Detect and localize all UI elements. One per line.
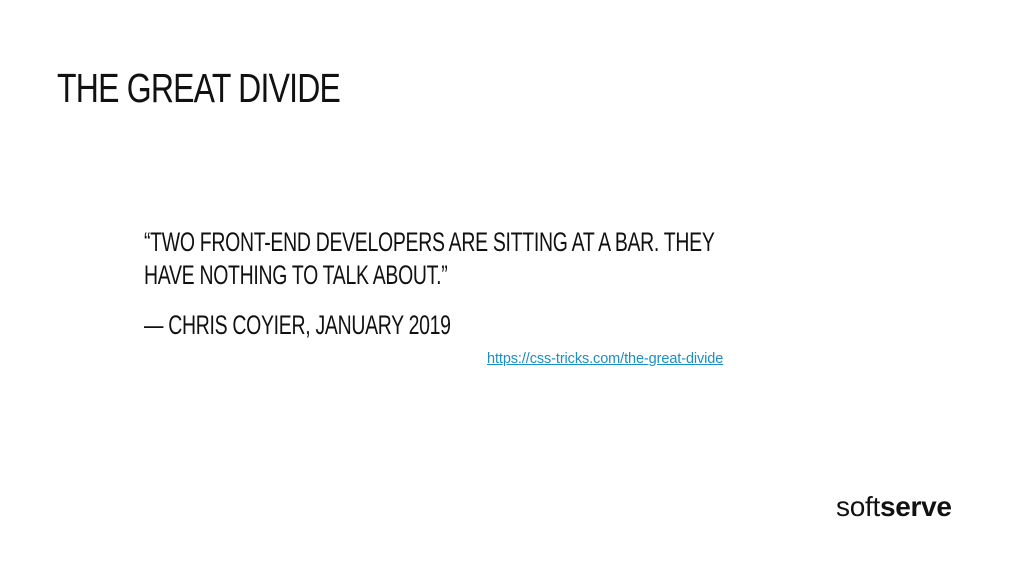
source-link[interactable]: https://css-tricks.com/the-great-divide <box>487 351 724 367</box>
slide-title: THE GREAT DIVIDE <box>57 65 341 111</box>
quote-line-2: HAVE NOTHING TO TALK ABOUT.” <box>144 260 448 290</box>
logo-text-serve: serve <box>879 491 952 522</box>
logo-text-soft: soft <box>836 491 880 522</box>
softserve-logo: softserve <box>836 489 952 525</box>
quote-attribution: — CHRIS COYIER, JANUARY 2019 <box>144 310 451 340</box>
quote-line-1: “TWO FRONT-END DEVELOPERS ARE SITTING AT… <box>144 227 715 257</box>
